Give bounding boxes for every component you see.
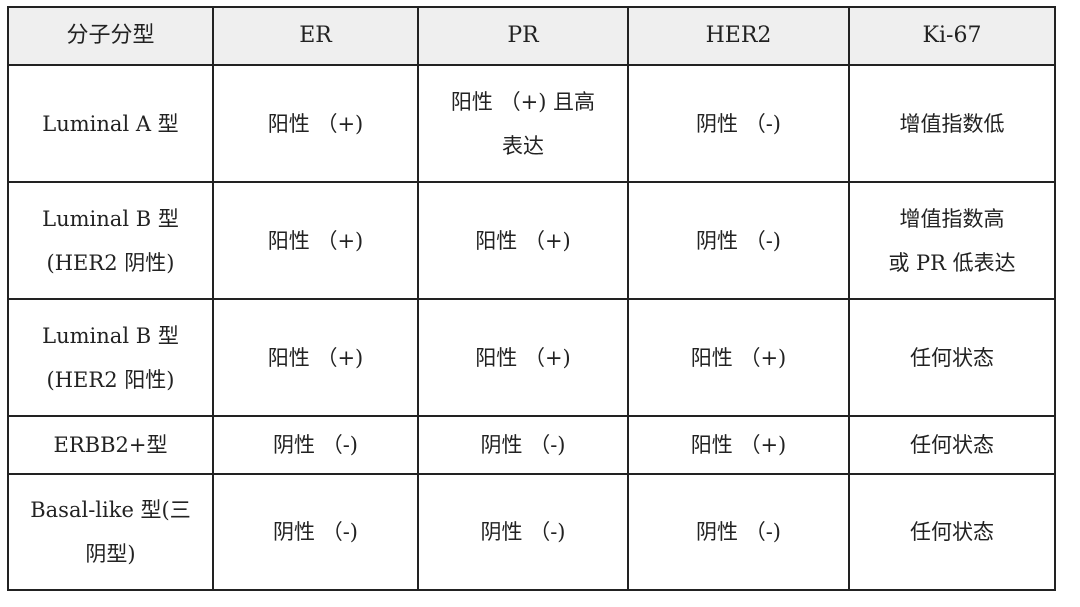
header-pr: PR	[417, 6, 629, 66]
cell-text-line: 表达	[502, 133, 544, 158]
cell-ki67: 增值指数高或 PR 低表达	[848, 181, 1056, 300]
cell-text-line: 任何状态	[910, 345, 994, 370]
cell-text-line: 阴性 （-)	[480, 520, 566, 544]
table-row: Basal-like 型(三 阴型) 阴性 （-) 阴性 （-) 阴性 （-) 任何状态	[7, 473, 1056, 591]
cell-text-line: 阳性 （+)	[475, 345, 571, 370]
cell-text-line: Luminal B 型	[42, 323, 179, 348]
cell-text-line: 阴性 （-)	[273, 433, 358, 457]
cell-text-line: 阴性 （-)	[696, 228, 781, 253]
cell-text-line: 任何状态	[910, 433, 994, 457]
cell-text-line: 阳性 （+) 且高	[450, 89, 596, 114]
cell-pr: 阳性 （+) 且高 表达	[417, 64, 629, 183]
table-row: Luminal B 型 (HER2 阳性) 阳性 （+) 阳性 （+) 阳性 （+) 任何…	[7, 298, 1056, 417]
cell-her2: 阴性 （-)	[627, 473, 850, 591]
cell-text-line: 任何状态	[910, 520, 994, 544]
cell-pr: 阳性 （+)	[417, 298, 629, 417]
cell-er: 阳性 （+)	[212, 64, 419, 183]
cell-text-line: 阳性 （+)	[267, 111, 364, 136]
cell-text-line: 阳性 （+)	[267, 345, 364, 370]
header-subtype: 分子分型	[7, 6, 214, 66]
cell-subtype: ERBB2+型	[7, 415, 214, 475]
molecular-subtype-table: 分子分型 ER PR HER2 Ki-67 Luminal A 型阳性 （+) 阳性 （+…	[7, 6, 1056, 591]
cell-ki67: 任何状态	[848, 473, 1056, 591]
header-row: 分子分型 ER PR HER2 Ki-67	[7, 6, 1056, 66]
table-row: Luminal A 型 阳性 （+) 阳性 （+) 且高 表达 阴性 （-) 增值指数低	[7, 64, 1056, 183]
cell-subtype: Luminal B 型 (HER2 阴性)	[7, 181, 214, 300]
cell-er: 阳性 （+)	[212, 181, 419, 300]
cell-text-line: 阴型)	[85, 542, 136, 566]
cell-her2: 阳性 （+)	[627, 415, 850, 475]
cell-her2: 阴性 （-)	[627, 64, 850, 183]
cell-text-line: 阴性 （-)	[480, 433, 566, 457]
cell-text-line: 增值指数低	[899, 111, 1005, 136]
cell-er: 阴性 （-)	[212, 415, 419, 475]
cell-text-line: 阳性 （+)	[475, 228, 571, 253]
cell-text-line: 阴性 （-)	[696, 520, 781, 544]
cell-her2: 阳性 （+)	[627, 298, 850, 417]
cell-text-line: Luminal A 型	[42, 111, 179, 136]
cell-text-line: 阳性 （+)	[690, 433, 787, 457]
cell-text-line: 阴性 （-)	[273, 520, 358, 544]
table-row: Luminal B 型 (HER2 阴性) 阳性 （+) 阳性 （+) 阴性 （-) 增值…	[7, 181, 1056, 300]
cell-ki67: 增值指数低	[848, 64, 1056, 183]
cell-pr: 阴性 （-)	[417, 473, 629, 591]
cell-her2: 阴性 （-)	[627, 181, 850, 300]
cell-ki67: 任何状态	[848, 415, 1056, 475]
cell-text-line: 阳性 （+)	[267, 228, 364, 253]
cell-er: 阳性 （+)	[212, 298, 419, 417]
cell-text-line: Luminal B 型	[42, 206, 179, 231]
cell-text-line: ERBB2+型	[53, 433, 168, 457]
header-er: ER	[212, 6, 419, 66]
table-row: ERBB2+型 阴性 （-) 阴性 （-) 阳性 （+) 任何状态	[7, 415, 1056, 475]
cell-text-line: Basal-like 型(三	[30, 498, 191, 522]
cell-pr: 阳性 （+)	[417, 181, 629, 300]
cell-er: 阴性 （-)	[212, 473, 419, 591]
header-ki67: Ki-67	[848, 6, 1056, 66]
cell-subtype: Luminal B 型 (HER2 阳性)	[7, 298, 214, 417]
cell-subtype: Luminal A 型	[7, 64, 214, 183]
cell-text-line: 阴性 （-)	[696, 111, 781, 136]
cell-text-line: 阳性 （+)	[690, 345, 787, 370]
cell-pr: 阴性 （-)	[417, 415, 629, 475]
cell-ki67: 任何状态	[848, 298, 1056, 417]
cell-subtype: Basal-like 型(三 阴型)	[7, 473, 214, 591]
cell-text-line: 或 PR 低表达	[888, 250, 1016, 275]
cell-text-line: (HER2 阳性)	[46, 367, 175, 392]
cell-text-line: 增值指数高	[899, 206, 1005, 231]
cell-text-line: (HER2 阴性)	[46, 250, 175, 275]
header-her2: HER2	[627, 6, 850, 66]
